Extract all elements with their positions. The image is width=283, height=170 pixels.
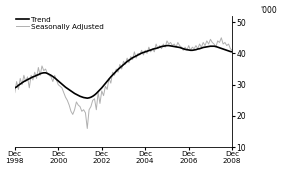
Seasonally Adjusted xyxy=(13,91,16,94)
Line: Trend: Trend xyxy=(15,46,232,98)
Trend xyxy=(13,87,16,89)
Trend xyxy=(165,45,169,47)
Trend xyxy=(220,47,223,49)
Trend xyxy=(162,45,165,47)
Trend xyxy=(64,86,67,88)
Seasonally Adjusted xyxy=(220,37,223,39)
Trend xyxy=(151,48,154,50)
Legend: Trend, Seasonally Adjusted: Trend, Seasonally Adjusted xyxy=(16,17,104,30)
Trend xyxy=(85,97,89,99)
Seasonally Adjusted xyxy=(64,96,67,98)
Text: '000: '000 xyxy=(260,6,277,15)
Seasonally Adjusted xyxy=(218,41,221,44)
Trend xyxy=(107,78,111,80)
Seasonally Adjusted xyxy=(162,43,165,45)
Trend xyxy=(35,74,38,76)
Seasonally Adjusted xyxy=(230,49,234,51)
Seasonally Adjusted xyxy=(151,48,154,50)
Seasonally Adjusted xyxy=(107,77,111,79)
Seasonally Adjusted xyxy=(35,77,38,79)
Trend xyxy=(230,51,234,53)
Line: Seasonally Adjusted: Seasonally Adjusted xyxy=(15,38,232,129)
Seasonally Adjusted xyxy=(85,128,89,130)
